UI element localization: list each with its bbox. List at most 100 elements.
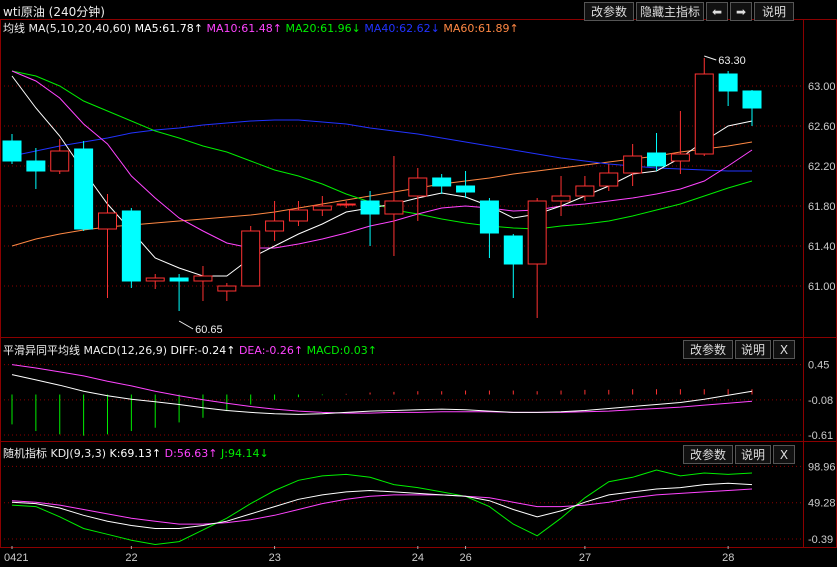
annotation-leader bbox=[178, 320, 194, 330]
candles bbox=[2, 58, 762, 318]
ma20-value: MA20:61.96↓ bbox=[285, 22, 361, 35]
candle-down bbox=[26, 160, 46, 172]
candle-up bbox=[265, 220, 285, 232]
candle-down bbox=[169, 277, 189, 282]
kdj-params-button[interactable]: 改参数 bbox=[683, 445, 733, 464]
x-tick-label: 22 bbox=[125, 552, 137, 564]
candle-up bbox=[241, 230, 261, 287]
ma5-value: MA5:61.78↑ bbox=[134, 22, 204, 35]
kdj-help-button[interactable]: 说明 bbox=[735, 445, 771, 464]
ma60-value: MA60:61.89↑ bbox=[443, 22, 519, 35]
x-tick-label: 0421 bbox=[4, 552, 28, 564]
macd-tick-label: -0.61 bbox=[808, 430, 833, 442]
candle-up bbox=[97, 212, 117, 230]
candle-down bbox=[360, 200, 380, 215]
ma-name: 均线 bbox=[3, 22, 25, 35]
kdj-name: 随机指标 bbox=[3, 447, 47, 460]
x-tick-label: 23 bbox=[269, 552, 281, 564]
macd-params-button[interactable]: 改参数 bbox=[683, 340, 733, 359]
price-tick-label: 61.80 bbox=[808, 201, 836, 213]
ma10-line bbox=[11, 70, 753, 249]
candle-up bbox=[408, 177, 428, 197]
candle-up bbox=[312, 205, 332, 211]
candle-down bbox=[647, 152, 667, 167]
macd-name: 平滑异同平均线 bbox=[3, 344, 80, 357]
diff-value: DIFF:-0.24↑ bbox=[170, 344, 236, 357]
macd-header: 平滑异同平均线 MACD(12,26,9) DIFF:-0.24↑ DEA:-0… bbox=[3, 342, 377, 358]
annotation-label: 60.65 bbox=[195, 324, 223, 336]
macd-close-button[interactable]: X bbox=[773, 340, 795, 359]
kdj-tick-label: 49.28 bbox=[808, 498, 836, 510]
candle-up bbox=[288, 209, 308, 222]
k-value: K:69.13↑ bbox=[109, 447, 162, 460]
candle-down bbox=[432, 177, 452, 187]
help-button[interactable]: 说明 bbox=[754, 2, 794, 21]
candle-up bbox=[50, 150, 70, 172]
candle-up bbox=[551, 195, 571, 202]
macd-tick-label: -0.08 bbox=[808, 395, 833, 407]
price-tick-label: 62.60 bbox=[808, 121, 836, 133]
ma-params: MA(5,10,20,40,60) bbox=[28, 22, 132, 35]
candle-down bbox=[479, 200, 499, 234]
candle-down bbox=[503, 235, 523, 265]
macd-lines bbox=[11, 364, 753, 415]
price-grid: 63.00 62.60 62.20 61.80 61.40 61.00 bbox=[0, 81, 836, 293]
scroll-left-button[interactable]: ⬅ bbox=[706, 2, 728, 21]
candle-up bbox=[623, 155, 643, 174]
candle-down bbox=[2, 140, 22, 162]
price-tick-label: 61.00 bbox=[808, 281, 836, 293]
x-tick-label: 26 bbox=[460, 552, 472, 564]
macd-tick-label: 0.45 bbox=[808, 360, 829, 372]
macd-params: MACD(12,26,9) bbox=[83, 344, 168, 357]
d-line bbox=[11, 488, 753, 525]
dea-value: DEA:-0.26↑ bbox=[238, 344, 304, 357]
annotation-leader bbox=[704, 55, 717, 61]
candle-up bbox=[575, 185, 595, 197]
candle-up bbox=[527, 200, 547, 265]
ma10-value: MA10:61.48↑ bbox=[206, 22, 282, 35]
kdj-grid: 98.96 49.28 -0.39 bbox=[0, 461, 836, 546]
candle-down bbox=[456, 185, 476, 193]
candle-down bbox=[718, 73, 738, 92]
candle-up bbox=[670, 153, 690, 162]
annotation-label: 63.30 bbox=[718, 55, 746, 67]
price-annotations: 60.65 63.30 bbox=[178, 55, 746, 336]
ma20-line bbox=[11, 70, 753, 230]
x-tick-label: 28 bbox=[722, 552, 734, 564]
x-axis: 0421 22 23 24 26 27 28 bbox=[4, 546, 734, 564]
candle-up bbox=[599, 172, 619, 187]
kdj-close-button[interactable]: X bbox=[773, 445, 795, 464]
kdj-lines bbox=[11, 469, 753, 546]
macd-grid: 0.45 -0.08 -0.61 bbox=[0, 360, 833, 442]
macd-value: MACD:0.03↑ bbox=[306, 344, 377, 357]
price-tick-label: 62.20 bbox=[808, 161, 836, 173]
kdj-header: 随机指标 KDJ(9,3,3) K:69.13↑ D:56.63↑ J:94.1… bbox=[3, 445, 269, 461]
macd-help-button[interactable]: 说明 bbox=[735, 340, 771, 359]
ma-header: 均线 MA(5,10,20,40,60) MA5:61.78↑ MA10:61.… bbox=[3, 20, 519, 36]
candle-down bbox=[74, 148, 94, 230]
candle-up bbox=[336, 203, 356, 206]
window-title: wti原油 (240分钟) bbox=[3, 5, 105, 19]
candle-up bbox=[384, 200, 404, 215]
candle-up bbox=[217, 285, 237, 292]
candle-down bbox=[742, 90, 762, 109]
kdj-params: KDJ(9,3,3) bbox=[50, 447, 107, 460]
j-value: J:94.14↓ bbox=[221, 447, 269, 460]
dea-line bbox=[11, 364, 753, 414]
macd-bars bbox=[11, 389, 753, 436]
diff-line bbox=[11, 374, 753, 415]
ma40-value: MA40:62.62↓ bbox=[364, 22, 440, 35]
candle-up bbox=[145, 277, 165, 282]
j-line bbox=[11, 469, 753, 546]
params-button[interactable]: 改参数 bbox=[584, 2, 634, 21]
hide-indicator-button[interactable]: 隐藏主指标 bbox=[636, 2, 704, 21]
kdj-tick-label: 98.96 bbox=[808, 461, 836, 473]
x-tick-label: 24 bbox=[412, 552, 424, 564]
scroll-right-button[interactable]: ➡ bbox=[730, 2, 752, 21]
x-tick-label: 27 bbox=[579, 552, 591, 564]
candle-down bbox=[121, 210, 141, 282]
kdj-tick-label: -0.39 bbox=[808, 534, 833, 546]
k-line bbox=[11, 482, 753, 529]
candle-up bbox=[193, 275, 213, 282]
